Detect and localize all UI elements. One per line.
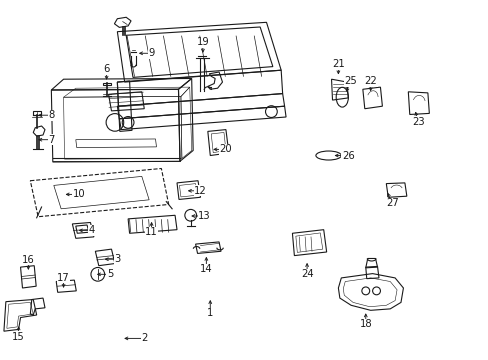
Text: 11: 11 [145,227,158,237]
Text: 12: 12 [194,186,206,196]
Text: 17: 17 [57,273,70,283]
Text: 18: 18 [359,319,371,329]
Text: 27: 27 [385,198,398,208]
Text: 4: 4 [89,225,95,235]
Text: 15: 15 [12,332,25,342]
Text: 9: 9 [148,48,155,58]
Text: 10: 10 [73,189,85,199]
Text: 7: 7 [48,135,55,145]
Text: 26: 26 [341,150,354,161]
Text: 6: 6 [103,64,110,74]
Text: 2: 2 [141,333,147,343]
Text: 23: 23 [411,117,424,127]
Text: 3: 3 [114,254,120,264]
Text: 16: 16 [22,255,35,265]
Text: 24: 24 [300,269,313,279]
Text: 22: 22 [364,76,376,86]
Text: 25: 25 [344,76,357,86]
Text: 14: 14 [200,264,212,274]
Text: 20: 20 [219,144,232,154]
Text: 1: 1 [206,308,213,318]
Text: 21: 21 [331,59,344,69]
Text: 8: 8 [48,110,54,120]
Text: 19: 19 [196,37,209,48]
Text: 5: 5 [106,269,113,279]
Text: 13: 13 [198,211,210,221]
